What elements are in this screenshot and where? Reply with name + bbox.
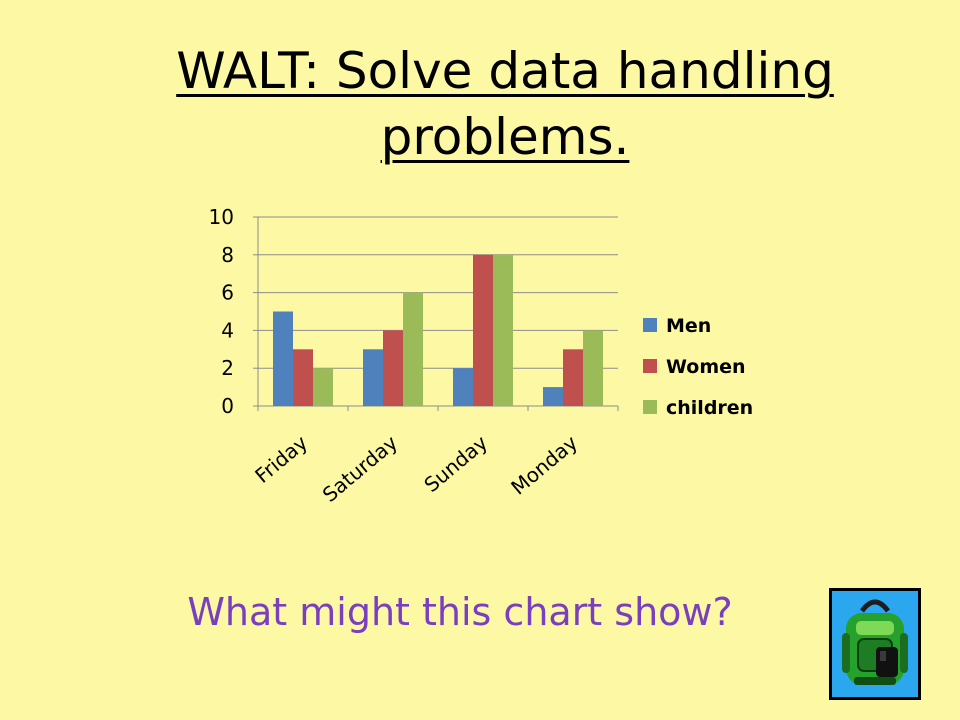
legend-label: Women (666, 356, 746, 378)
bar-children-sunday (493, 254, 513, 406)
x-category-label: Friday (250, 430, 312, 487)
backpack-picture (829, 588, 921, 700)
y-tick-label: 6 (221, 281, 234, 305)
bar-men-monday (543, 387, 563, 406)
bar-children-friday (313, 368, 333, 406)
legend-label: Men (666, 315, 711, 337)
y-tick-label: 10 (209, 205, 234, 229)
bar-men-sunday (453, 368, 473, 406)
bar-women-sunday (473, 254, 493, 406)
x-category-label: Sunday (419, 430, 492, 497)
title-line-1: WALT: Solve data handling (176, 42, 834, 100)
bar-women-friday (293, 349, 313, 406)
x-category-label: Saturday (318, 430, 403, 506)
bar-men-saturday (363, 349, 383, 406)
y-tick-label: 0 (221, 394, 234, 418)
x-category-label: Monday (506, 430, 582, 499)
bar-children-saturday (403, 292, 423, 406)
bar-children-monday (583, 330, 603, 406)
legend-label: children (666, 397, 753, 419)
y-tick-label: 2 (221, 356, 234, 380)
bar-women-saturday (383, 330, 403, 406)
legend-swatch (643, 359, 657, 373)
bar-men-friday (273, 311, 293, 406)
y-tick-label: 4 (221, 318, 234, 342)
legend-swatch (643, 318, 657, 332)
slide-title: WALT: Solve data handling problems. (120, 38, 890, 170)
bar-women-monday (563, 349, 583, 406)
question-text: What might this chart show? (187, 590, 733, 634)
backpack-icon (842, 599, 908, 685)
title-line-2: problems. (380, 108, 630, 166)
y-tick-label: 8 (221, 243, 234, 267)
legend-swatch (643, 400, 657, 414)
